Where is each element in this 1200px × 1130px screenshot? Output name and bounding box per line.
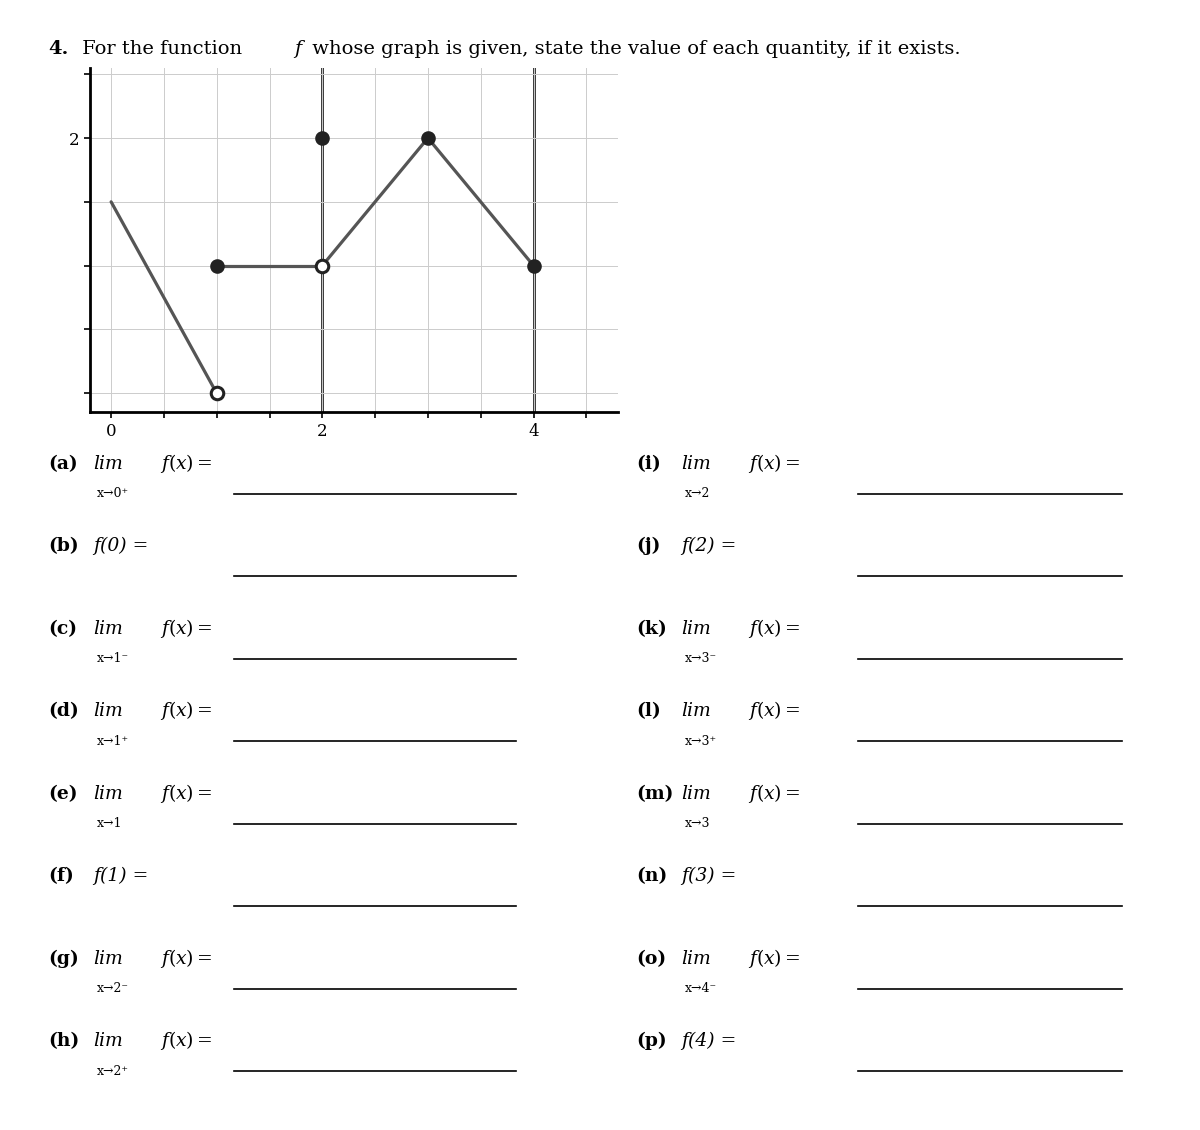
Text: (h): (h): [48, 1033, 79, 1051]
Text: x→1: x→1: [97, 817, 122, 831]
Text: lim: lim: [682, 703, 712, 721]
Text: (g): (g): [48, 949, 79, 968]
Text: lim: lim: [94, 785, 124, 803]
Text: $f(x) =$: $f(x) =$: [160, 699, 212, 722]
Text: $f(x) =$: $f(x) =$: [748, 699, 800, 722]
Text: lim: lim: [94, 620, 124, 638]
Text: $f(x) =$: $f(x) =$: [160, 782, 212, 805]
Text: $f(x) =$: $f(x) =$: [160, 617, 212, 640]
Text: f(3) =: f(3) =: [682, 867, 737, 886]
Text: x→3⁺: x→3⁺: [685, 734, 718, 748]
Text: (p): (p): [636, 1032, 667, 1051]
Text: x→2⁺: x→2⁺: [97, 1064, 130, 1078]
Text: lim: lim: [682, 950, 712, 968]
Text: x→1⁻: x→1⁻: [97, 652, 130, 666]
Text: x→3⁻: x→3⁻: [685, 652, 718, 666]
Text: x→4⁻: x→4⁻: [685, 982, 718, 996]
Text: lim: lim: [682, 455, 712, 473]
Text: (l): (l): [636, 703, 661, 721]
Text: (f): (f): [48, 868, 73, 886]
Text: (c): (c): [48, 620, 77, 638]
Text: (o): (o): [636, 950, 666, 968]
Text: lim: lim: [682, 785, 712, 803]
Text: $f(x) =$: $f(x) =$: [160, 1029, 212, 1052]
Text: f(1) =: f(1) =: [94, 867, 149, 886]
Text: lim: lim: [94, 1033, 124, 1051]
Text: (i): (i): [636, 455, 661, 473]
Text: $f(x) =$: $f(x) =$: [748, 617, 800, 640]
Text: (b): (b): [48, 538, 79, 556]
Text: $f(x) =$: $f(x) =$: [160, 947, 212, 970]
Text: (m): (m): [636, 785, 673, 803]
Text: $f(x) =$: $f(x) =$: [160, 452, 212, 475]
Text: (d): (d): [48, 703, 79, 721]
Text: f(2) =: f(2) =: [682, 537, 737, 556]
Text: f(4) =: f(4) =: [682, 1032, 737, 1051]
Text: $f(x) =$: $f(x) =$: [748, 947, 800, 970]
Text: f: f: [294, 40, 301, 58]
Text: $f(x) =$: $f(x) =$: [748, 782, 800, 805]
Text: 4.: 4.: [48, 40, 68, 58]
Text: x→2⁻: x→2⁻: [97, 982, 130, 996]
Text: lim: lim: [94, 950, 124, 968]
Text: x→2: x→2: [685, 487, 710, 501]
Text: (j): (j): [636, 537, 660, 556]
Text: lim: lim: [682, 620, 712, 638]
Text: (k): (k): [636, 620, 667, 638]
Text: lim: lim: [94, 455, 124, 473]
Text: (e): (e): [48, 785, 78, 803]
Text: f(0) =: f(0) =: [94, 537, 149, 556]
Text: $f(x) =$: $f(x) =$: [748, 452, 800, 475]
Text: x→3: x→3: [685, 817, 710, 831]
Text: (n): (n): [636, 868, 667, 886]
Text: (a): (a): [48, 455, 78, 473]
Text: x→1⁺: x→1⁺: [97, 734, 130, 748]
Text: lim: lim: [94, 703, 124, 721]
Text: For the function: For the function: [76, 40, 248, 58]
Text: whose graph is given, state the value of each quantity, if it exists.: whose graph is given, state the value of…: [306, 40, 961, 58]
Text: x→0⁺: x→0⁺: [97, 487, 130, 501]
